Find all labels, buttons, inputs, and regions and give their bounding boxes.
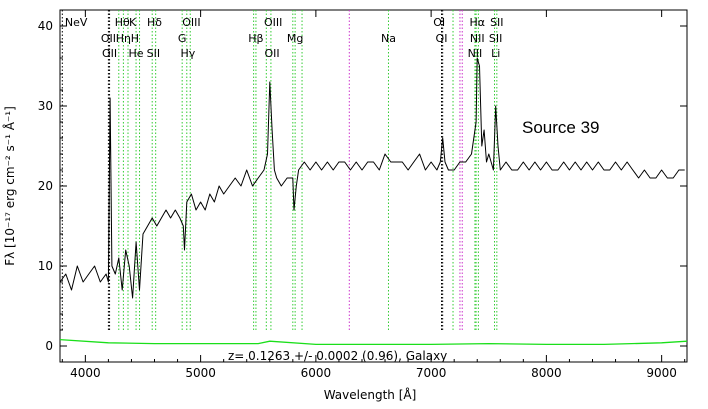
line-id-label: OII bbox=[264, 47, 279, 60]
axis-ticks: 4000 5000 6000 7000 8000 9000 0 10 20 30 40 bbox=[38, 10, 687, 380]
line-id-label: SII bbox=[147, 47, 160, 60]
x-tick-label: 5000 bbox=[185, 366, 216, 380]
line-id-label: NII bbox=[468, 47, 483, 60]
line-id-label: OI bbox=[436, 32, 448, 45]
x-tick-label: 9000 bbox=[646, 366, 677, 380]
x-tick-label: 4000 bbox=[70, 366, 101, 380]
y-tick-label: 40 bbox=[38, 19, 53, 33]
y-tick-label: 0 bbox=[45, 339, 53, 353]
line-id-label: OII bbox=[101, 32, 116, 45]
line-id-label: G bbox=[178, 32, 187, 45]
line-id-label: Li bbox=[491, 47, 500, 60]
spectrum-series-line bbox=[59, 57, 685, 299]
line-id-label: Hγ bbox=[181, 47, 196, 60]
line-id-label: Na bbox=[381, 32, 396, 45]
line-id-label: Hδ bbox=[147, 16, 162, 29]
error-spectrum bbox=[59, 338, 688, 346]
flux-spectrum bbox=[59, 57, 685, 299]
x-tick-label: 6000 bbox=[301, 366, 332, 380]
line-id-label: H bbox=[131, 32, 139, 45]
plot-frame bbox=[59, 9, 688, 363]
line-id-label: Hη bbox=[116, 32, 131, 45]
source-annotation: Source 39 bbox=[522, 118, 600, 137]
line-id-label: Hθ bbox=[115, 16, 130, 29]
x-axis-label: Wavelength [Å] bbox=[324, 387, 417, 402]
line-id-label: SII bbox=[490, 16, 503, 29]
x-tick-label: 7000 bbox=[416, 366, 447, 380]
line-id-label: OIII bbox=[182, 16, 200, 29]
y-axis-label: Fλ [10⁻¹⁷ erg cm⁻² s⁻¹ Å⁻¹] bbox=[2, 106, 17, 266]
error-series-line bbox=[59, 338, 688, 346]
line-id-label: Hβ bbox=[248, 32, 263, 45]
line-id-label: SII bbox=[489, 32, 502, 45]
line-id-label: NII bbox=[470, 32, 485, 45]
x-tick-label: 8000 bbox=[531, 366, 562, 380]
line-id-label: Mg bbox=[287, 32, 303, 45]
line-id-label: K bbox=[129, 16, 137, 29]
line-id-label: OIII bbox=[264, 16, 282, 29]
line-id-label: OII bbox=[102, 47, 117, 60]
line-id-label: Hα bbox=[469, 16, 485, 29]
y-tick-label: 10 bbox=[38, 259, 53, 273]
y-tick-label: 20 bbox=[38, 179, 53, 193]
line-markers bbox=[61, 10, 498, 332]
y-tick-label: 30 bbox=[38, 99, 53, 113]
redshift-annotation: z= 0.1263 +/- 0.0002 (0.96), Galaxy bbox=[228, 349, 447, 363]
line-id-label: OI bbox=[433, 16, 445, 29]
line-id-label: NeV bbox=[65, 16, 88, 29]
line-id-label: He bbox=[129, 47, 144, 60]
